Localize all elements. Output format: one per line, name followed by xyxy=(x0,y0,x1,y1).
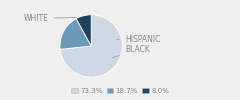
Text: WHITE: WHITE xyxy=(23,14,77,23)
Text: HISPANIC: HISPANIC xyxy=(116,35,160,44)
Legend: 73.3%, 18.7%, 8.0%: 73.3%, 18.7%, 8.0% xyxy=(68,85,172,96)
Wedge shape xyxy=(60,19,91,49)
Text: BLACK: BLACK xyxy=(113,45,150,58)
Wedge shape xyxy=(60,15,122,77)
Wedge shape xyxy=(76,15,91,46)
